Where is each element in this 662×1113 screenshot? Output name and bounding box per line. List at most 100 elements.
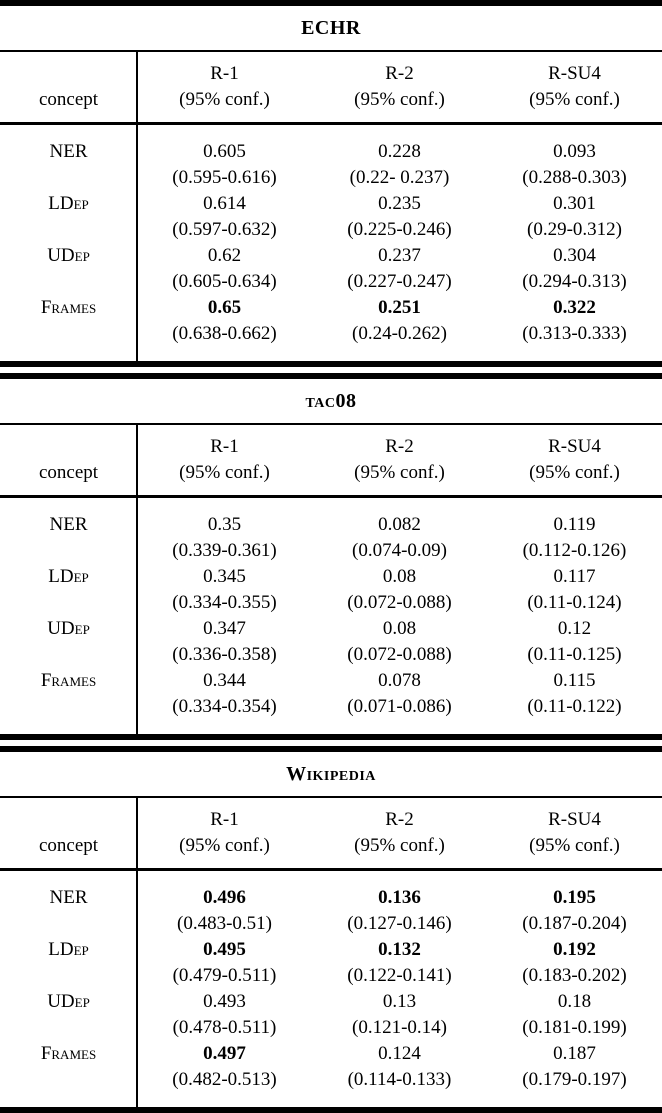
metric-column-header: R-SU4 (95% conf.) <box>487 434 662 486</box>
score-value: 0.347 <box>203 618 246 639</box>
score-cell: 0.115 (0.11-0.122) <box>487 668 662 720</box>
score-value: 0.136 <box>378 887 421 908</box>
score-value: 0.65 <box>207 297 242 318</box>
confidence-interval: (0.074-0.09) <box>352 540 447 561</box>
score-cell: 0.124 (0.114-0.133) <box>312 1041 487 1093</box>
table-title: ECHR <box>301 17 361 39</box>
score-value: 0.187 <box>553 1043 596 1064</box>
concept-row-label: LDep <box>48 566 89 587</box>
confidence-interval: (0.24-0.262) <box>352 323 447 344</box>
confidence-interval: (0.225-0.246) <box>347 219 452 240</box>
score-value: 0.493 <box>203 991 246 1012</box>
score-cell: 0.119 (0.112-0.126) <box>487 512 662 564</box>
score-cell: 0.62 (0.605-0.634) <box>137 243 312 295</box>
score-cell: 0.078 (0.071-0.086) <box>312 668 487 720</box>
concept-column-header: concept <box>38 462 99 483</box>
score-cell: 0.082 (0.074-0.09) <box>312 512 487 564</box>
metric-column-header: R-1 (95% conf.) <box>137 434 312 486</box>
column-divider-line <box>136 425 138 734</box>
table-section-tac08: tac08 concept R-1 (95% conf.) R-2 (95% conf.… <box>0 373 662 740</box>
table-row: LDep 0.495 (0.479-0.511) 0.132 (0.122-0.141)… <box>0 937 662 989</box>
confidence-interval: (0.479-0.511) <box>172 965 277 986</box>
confidence-interval: (0.127-0.146) <box>347 913 452 934</box>
concept-column-header: concept <box>38 89 99 110</box>
confidence-interval: (0.227-0.247) <box>347 271 452 292</box>
score-cell: 0.614 (0.597-0.632) <box>137 191 312 243</box>
score-value: 0.251 <box>378 297 421 318</box>
score-value: 0.345 <box>203 566 246 587</box>
table-row: LDep 0.345 (0.334-0.355) 0.08 (0.072-0.088) 0… <box>0 564 662 616</box>
header-rule <box>0 495 662 498</box>
score-cell: 0.08 (0.072-0.088) <box>312 616 487 668</box>
score-cell: 0.251 (0.24-0.262) <box>312 295 487 347</box>
score-cell: 0.13 (0.121-0.14) <box>312 989 487 1041</box>
table-body: NER 0.605 (0.595-0.616) 0.228 (0.22- 0.237) 0… <box>0 125 662 361</box>
confidence-label: (95% conf.) <box>354 835 445 856</box>
title-rule <box>0 423 662 425</box>
score-cell: 0.497 (0.482-0.513) <box>137 1041 312 1093</box>
metric-column-header: R-2 (95% conf.) <box>312 807 487 859</box>
confidence-label: (95% conf.) <box>529 462 620 483</box>
table-row: NER 0.496 (0.483-0.51) 0.136 (0.127-0.146) 0.… <box>0 885 662 937</box>
confidence-interval: (0.482-0.513) <box>172 1069 277 1090</box>
confidence-interval: (0.597-0.632) <box>172 219 277 240</box>
concept-row-label: Frames <box>40 297 97 318</box>
confidence-interval: (0.605-0.634) <box>172 271 277 292</box>
score-cell: 0.496 (0.483-0.51) <box>137 885 312 937</box>
confidence-interval: (0.071-0.086) <box>347 696 452 717</box>
header-row: concept R-1 (95% conf.) R-2 (95% conf.) R-SU4… <box>0 52 662 122</box>
table-section-echr: ECHR concept R-1 (95% conf.) R-2 (95% conf.)… <box>0 0 662 367</box>
bottom-rule <box>0 734 662 740</box>
top-rule <box>0 373 662 379</box>
concept-row-label: UDep <box>47 991 90 1012</box>
metric-label: R-SU4 <box>548 63 601 84</box>
confidence-interval: (0.072-0.088) <box>347 644 452 665</box>
table-row: UDep 0.62 (0.605-0.634) 0.237 (0.227-0.247) 0… <box>0 243 662 295</box>
confidence-interval: (0.11-0.122) <box>527 696 622 717</box>
score-value: 0.605 <box>203 141 246 162</box>
score-cell: 0.192 (0.183-0.202) <box>487 937 662 989</box>
score-value: 0.093 <box>553 141 596 162</box>
confidence-interval: (0.11-0.125) <box>527 644 622 665</box>
title-rule <box>0 50 662 52</box>
confidence-interval: (0.336-0.358) <box>172 644 277 665</box>
score-value: 0.08 <box>382 618 417 639</box>
score-cell: 0.093 (0.288-0.303) <box>487 139 662 191</box>
confidence-interval: (0.072-0.088) <box>347 592 452 613</box>
table-row: UDep 0.347 (0.336-0.358) 0.08 (0.072-0.088) 0… <box>0 616 662 668</box>
score-cell: 0.228 (0.22- 0.237) <box>312 139 487 191</box>
bottom-rule <box>0 361 662 367</box>
score-cell: 0.65 (0.638-0.662) <box>137 295 312 347</box>
table-body: NER 0.35 (0.339-0.361) 0.082 (0.074-0.09) 0.1… <box>0 498 662 734</box>
metric-label: R-SU4 <box>548 436 601 457</box>
confidence-interval: (0.183-0.202) <box>522 965 627 986</box>
score-value: 0.497 <box>203 1043 246 1064</box>
score-value: 0.237 <box>378 245 421 266</box>
confidence-interval: (0.112-0.126) <box>522 540 627 561</box>
score-cell: 0.117 (0.11-0.124) <box>487 564 662 616</box>
confidence-interval: (0.478-0.511) <box>172 1017 277 1038</box>
header-row: concept R-1 (95% conf.) R-2 (95% conf.) R-SU4… <box>0 425 662 495</box>
score-value: 0.08 <box>382 566 417 587</box>
confidence-label: (95% conf.) <box>179 835 270 856</box>
top-rule <box>0 746 662 752</box>
confidence-interval: (0.179-0.197) <box>522 1069 627 1090</box>
table-row: Frames 0.497 (0.482-0.513) 0.124 (0.114-0.13… <box>0 1041 662 1093</box>
score-value: 0.496 <box>203 887 246 908</box>
title-rule <box>0 796 662 798</box>
metric-column-header: R-2 (95% conf.) <box>312 434 487 486</box>
score-value: 0.195 <box>553 887 596 908</box>
confidence-interval: (0.22- 0.237) <box>349 167 450 188</box>
confidence-label: (95% conf.) <box>354 89 445 110</box>
confidence-label: (95% conf.) <box>179 89 270 110</box>
score-value: 0.62 <box>207 245 242 266</box>
score-value: 0.304 <box>553 245 596 266</box>
concept-row-label: LDep <box>48 193 89 214</box>
score-cell: 0.08 (0.072-0.088) <box>312 564 487 616</box>
confidence-interval: (0.483-0.51) <box>177 913 272 934</box>
concept-row-label: LDep <box>48 939 89 960</box>
header-rule <box>0 868 662 871</box>
score-value: 0.322 <box>553 297 596 318</box>
score-value: 0.18 <box>557 991 592 1012</box>
metric-column-header: R-1 (95% conf.) <box>137 807 312 859</box>
